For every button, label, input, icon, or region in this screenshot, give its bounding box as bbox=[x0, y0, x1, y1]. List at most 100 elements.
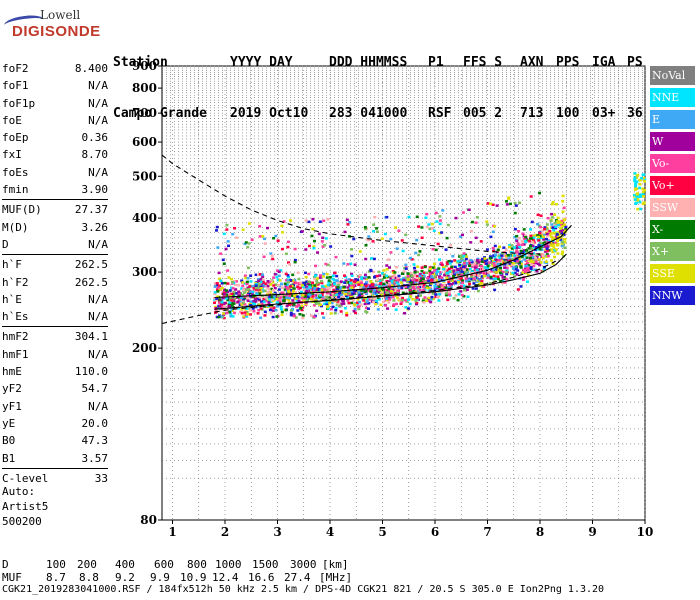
echo-point bbox=[313, 284, 317, 287]
echo-point bbox=[540, 248, 544, 252]
echo-point bbox=[324, 237, 328, 240]
echo-point bbox=[240, 311, 244, 315]
echo-point bbox=[454, 281, 458, 285]
echo-point bbox=[326, 307, 330, 310]
echo-point bbox=[373, 275, 377, 278]
header-col8: PS 36 bbox=[627, 20, 643, 139]
echo-point bbox=[248, 285, 252, 288]
echo-point bbox=[331, 292, 335, 296]
echo-point bbox=[457, 272, 461, 276]
echo-point bbox=[546, 245, 550, 248]
echo-point bbox=[329, 312, 333, 315]
param-value: 262.5 bbox=[74, 258, 108, 272]
echo-point bbox=[463, 253, 467, 257]
echo-point bbox=[242, 298, 246, 302]
echo-point bbox=[321, 236, 325, 240]
echo-point bbox=[528, 256, 532, 260]
echo-point bbox=[289, 279, 293, 282]
echo-point bbox=[476, 277, 480, 280]
echo-point bbox=[225, 293, 229, 297]
echo-point bbox=[534, 261, 538, 265]
echo-point bbox=[634, 183, 638, 187]
echo-point bbox=[409, 256, 413, 260]
echo-point bbox=[505, 277, 509, 281]
echo-point bbox=[406, 278, 410, 281]
echo-point bbox=[530, 251, 534, 255]
echo-point bbox=[560, 219, 564, 223]
table-cell: [km] bbox=[322, 558, 349, 571]
echo-point bbox=[281, 231, 285, 234]
echo-point bbox=[253, 303, 257, 306]
echo-point bbox=[551, 238, 555, 241]
echo-point bbox=[350, 290, 354, 294]
echo-point bbox=[389, 291, 393, 295]
echo-point bbox=[247, 292, 251, 296]
echo-point bbox=[467, 278, 471, 282]
echo-point bbox=[261, 278, 265, 282]
echo-point bbox=[331, 284, 335, 287]
echo-point bbox=[419, 279, 423, 282]
echo-point bbox=[285, 304, 289, 308]
echo-point bbox=[413, 269, 417, 273]
echo-point bbox=[422, 301, 426, 304]
param-value: 3.90 bbox=[81, 183, 109, 197]
echo-point bbox=[554, 226, 558, 230]
echo-point bbox=[316, 302, 320, 305]
echo-point bbox=[307, 272, 311, 276]
echo-point bbox=[383, 273, 387, 276]
dashed-profile-line bbox=[161, 154, 541, 255]
echo-point bbox=[297, 282, 301, 286]
echo-point bbox=[437, 293, 441, 296]
echo-point bbox=[268, 308, 272, 312]
echo-point bbox=[235, 292, 239, 295]
header-col6-value: 100 bbox=[556, 106, 580, 121]
header-col1: YYYY DAY 2019 Oct10 bbox=[230, 20, 308, 139]
echo-point bbox=[222, 288, 226, 291]
echo-point bbox=[298, 286, 302, 290]
echo-point bbox=[318, 274, 322, 277]
echo-point bbox=[329, 307, 333, 311]
echo-point bbox=[491, 264, 495, 267]
echo-point bbox=[638, 193, 642, 196]
echo-point bbox=[442, 267, 446, 271]
echo-point bbox=[638, 179, 642, 182]
echo-point bbox=[493, 244, 497, 248]
echo-point bbox=[560, 252, 564, 256]
echo-point bbox=[240, 303, 244, 306]
echo-point bbox=[563, 218, 567, 221]
echo-point bbox=[266, 286, 270, 289]
echo-point bbox=[513, 275, 517, 278]
echo-point bbox=[525, 268, 529, 272]
echo-point bbox=[534, 260, 538, 263]
param-row: h`F2 262.5 bbox=[2, 274, 108, 291]
echo-point bbox=[339, 302, 343, 306]
echo-point bbox=[217, 271, 221, 275]
echo-point bbox=[356, 278, 360, 282]
echo-point bbox=[321, 286, 325, 289]
echo-point bbox=[219, 315, 223, 318]
legend-item: NNW bbox=[650, 286, 695, 305]
echo-point bbox=[301, 285, 305, 288]
echo-point bbox=[488, 281, 492, 285]
echo-point bbox=[345, 218, 349, 222]
echo-point bbox=[307, 293, 311, 296]
echo-point bbox=[457, 255, 461, 258]
echo-point bbox=[247, 242, 251, 245]
echo-point bbox=[280, 247, 284, 251]
echo-point bbox=[319, 303, 323, 307]
echo-point bbox=[285, 286, 289, 289]
echo-point bbox=[302, 281, 306, 285]
echo-point bbox=[541, 256, 545, 260]
echo-point bbox=[269, 279, 273, 283]
echo-point bbox=[635, 180, 639, 183]
echo-point bbox=[359, 303, 363, 306]
echo-point bbox=[550, 202, 554, 206]
echo-point bbox=[213, 291, 217, 294]
echo-point bbox=[504, 270, 508, 274]
echo-point bbox=[277, 274, 281, 278]
echo-point bbox=[385, 292, 389, 295]
echo-point bbox=[533, 246, 537, 249]
echo-point bbox=[403, 266, 407, 270]
param-value: 0.36 bbox=[81, 131, 109, 145]
